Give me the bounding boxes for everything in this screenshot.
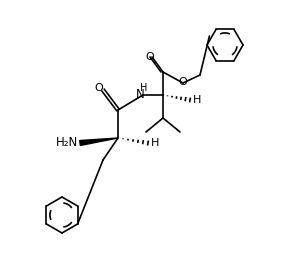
Text: H: H <box>193 95 201 105</box>
Text: O: O <box>179 77 187 87</box>
Text: O: O <box>146 52 154 62</box>
Text: H: H <box>151 138 159 148</box>
Text: H₂N: H₂N <box>56 136 78 150</box>
Polygon shape <box>80 138 118 145</box>
Text: H: H <box>140 83 148 93</box>
Text: O: O <box>95 83 103 93</box>
Text: N: N <box>136 88 144 102</box>
